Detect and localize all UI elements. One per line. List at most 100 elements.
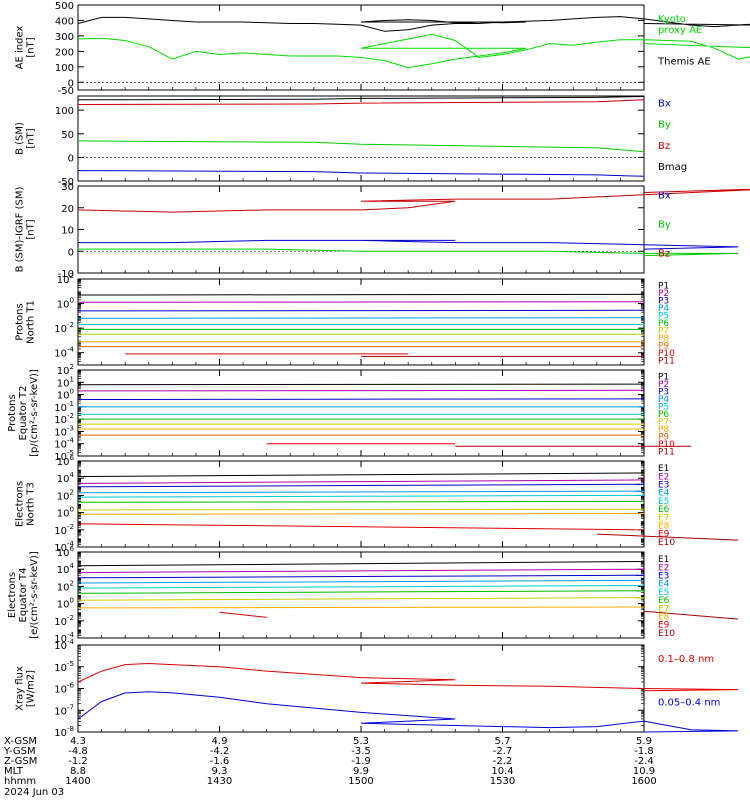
legend-label: Themis AE — [657, 56, 711, 67]
series-line-e6 — [77, 500, 645, 503]
legend-label: E10 — [658, 538, 675, 548]
panel-frame — [77, 95, 645, 182]
legend-label: 0.1–0.8 nm — [658, 654, 714, 665]
legend-label: E2 — [658, 563, 669, 573]
legend-label: P6 — [658, 410, 669, 420]
series-line-p4 — [77, 317, 645, 319]
series-line-p2 — [77, 301, 645, 303]
y-axis-label: [e/(cm²-s-sr-keV)] — [29, 551, 40, 639]
y-tick-label: 10-1 — [54, 400, 74, 414]
y-tick-label: 100 — [55, 63, 74, 74]
panel-frame — [77, 369, 645, 457]
legend-label: E1 — [658, 464, 669, 474]
ephemeris-value: 4.9 — [212, 736, 228, 747]
y-axis-label: [nT] — [26, 37, 37, 57]
y-tick-label: 102 — [57, 272, 74, 286]
legend-label: E8 — [658, 522, 670, 532]
ephemeris-value: 5.3 — [353, 736, 369, 747]
series-line-e1 — [77, 472, 645, 477]
legend-label: P8 — [658, 334, 669, 344]
y-axis-label: [nT] — [26, 128, 37, 148]
series-line-p1 — [77, 383, 645, 386]
y-tick-label: 50 — [61, 130, 74, 141]
series-line-e7 — [77, 508, 645, 511]
y-tick-label: 300 — [55, 32, 74, 43]
y-tick-label: 100 — [57, 297, 74, 311]
legend-label: P10 — [658, 440, 675, 450]
series-line-e4 — [77, 579, 645, 584]
y-tick-label: 10-4 — [54, 638, 74, 652]
series-line-e9 — [219, 611, 267, 618]
legend-label: By — [658, 120, 671, 131]
y-tick-label: 100 — [55, 106, 74, 117]
y-axis-label: [nT] — [26, 219, 37, 239]
legend-label: Bx — [658, 191, 671, 202]
series-line-by — [77, 140, 645, 153]
y-tick-label: 100 — [57, 597, 74, 611]
series-line-e3 — [77, 483, 645, 488]
ephemeris-value: 1400 — [65, 776, 90, 787]
ephemeris-row-label: hhmm — [4, 776, 36, 787]
ephemeris-value: -1.8 — [634, 746, 654, 757]
y-tick-label: 10-2 — [54, 614, 74, 628]
y-tick-label: 10-3 — [54, 424, 74, 438]
y-axis-label: Equator T4 — [18, 568, 29, 623]
y-tick-label: 106 — [57, 454, 75, 468]
legend-label: P1 — [658, 282, 669, 292]
legend-label: P4 — [658, 395, 669, 405]
date-label: 2024 Jun 03 — [4, 787, 64, 798]
legend-label: P11 — [658, 447, 675, 457]
y-tick-label: 400 — [55, 16, 74, 27]
ephemeris-value: 5.7 — [495, 736, 511, 747]
series-line-bx — [78, 239, 739, 250]
y-axis-label: [W/m2] — [26, 670, 37, 707]
y-axis-label: North T3 — [26, 482, 37, 526]
ephemeris-value: -1.2 — [68, 756, 88, 767]
panel-frame — [77, 278, 645, 366]
y-tick-label: 102 — [57, 579, 74, 593]
series-line-themis-ae — [77, 16, 750, 32]
ephemeris-value: 1500 — [348, 776, 373, 787]
y-axis-label: Xray flux — [15, 666, 26, 711]
legend-label: E3 — [658, 481, 669, 491]
ephemeris-value: -2.2 — [493, 756, 513, 767]
legend-label: P9 — [658, 432, 669, 442]
legend-label: P3 — [658, 388, 669, 398]
y-axis-label: B (SM) — [15, 122, 26, 155]
ephemeris-value: -2.4 — [634, 756, 654, 767]
legend-label: P2 — [658, 380, 669, 390]
legend-label: E9 — [658, 621, 670, 631]
series-line-bz — [77, 188, 750, 213]
ephemeris-row-label: X-GSM — [4, 736, 37, 747]
legend-label: E6 — [658, 505, 670, 515]
y-tick-label: 10-4 — [54, 346, 74, 360]
ephemeris-table: X-GSM 4.3 4.9 5.3 5.7 5.9 Y-GSM -4.8 -4.2 -3.5 -2.… — [3, 736, 657, 798]
series-line-by — [78, 248, 739, 257]
legend-label: P11 — [658, 356, 675, 366]
ephemeris-value: 10.4 — [491, 766, 513, 777]
legend-label: proxy AE — [658, 25, 702, 36]
y-tick-label: 10-2 — [54, 321, 74, 335]
series-line-p2 — [77, 389, 645, 392]
series-line-e7 — [77, 597, 645, 601]
series-line-0-05-0-4-nm — [77, 691, 739, 733]
legend-label: P1 — [658, 373, 669, 383]
series-line-p3 — [77, 398, 645, 400]
legend-label: Kyoto — [658, 14, 686, 25]
panel-1: -500 100 200 300 400 500 AE index [nT] Kyotoprox… — [15, 1, 750, 97]
y-tick-label: 102 — [57, 488, 74, 502]
series-line-0-1-0-8-nm — [77, 662, 739, 692]
series-line-kyoto-proxy-ae — [77, 33, 750, 69]
legend-label: E5 — [658, 497, 669, 507]
series-line-e10 — [643, 610, 739, 620]
y-tick-label: 102 — [57, 363, 74, 377]
panel-frame — [77, 644, 645, 733]
legend-label: P4 — [658, 304, 669, 314]
y-tick-label: 10-6 — [54, 682, 74, 696]
ephemeris-value: 10.9 — [633, 766, 655, 777]
legend-label: E1 — [658, 555, 669, 565]
ephemeris-value: -4.8 — [68, 746, 88, 757]
